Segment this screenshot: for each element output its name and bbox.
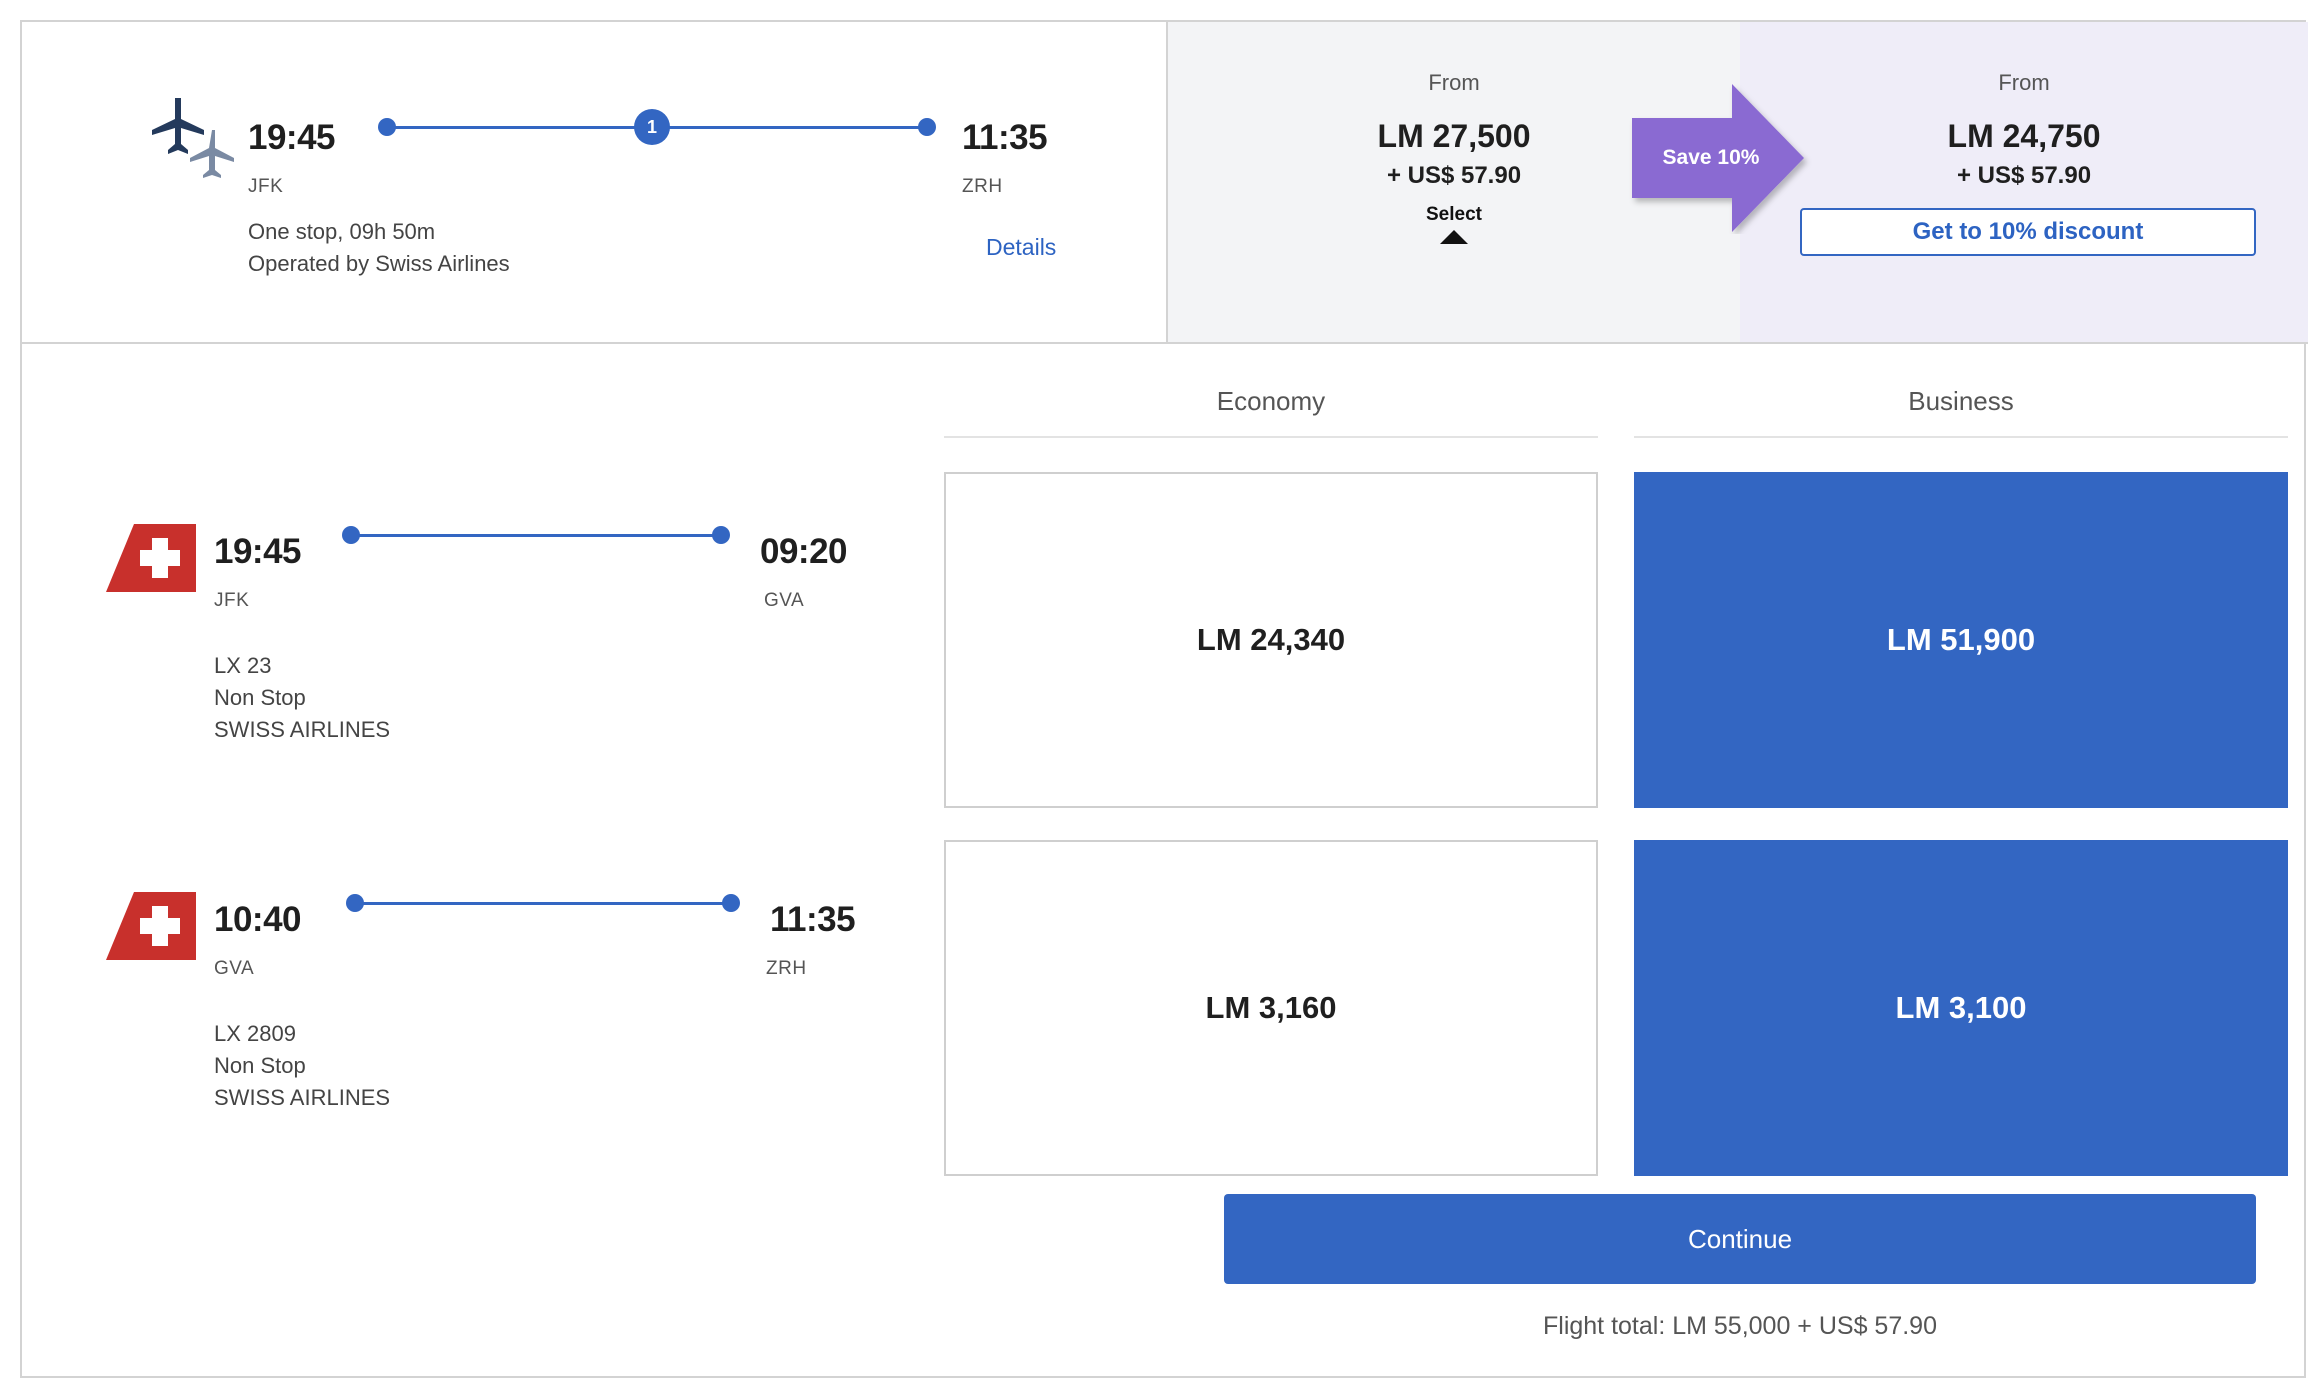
itinerary-summary: 19:45 JFK 1 11:35 ZRH One stop, 09h 50m …	[22, 22, 1168, 342]
cabin-header-business: Business	[1908, 386, 2014, 416]
continue-button[interactable]: Continue	[1224, 1194, 2256, 1284]
segment-depart-code: JFK	[214, 590, 250, 611]
economy-points: LM 27,500	[1377, 118, 1531, 154]
segment-end-dot	[712, 526, 730, 544]
segment-depart-time: 19:45	[214, 532, 302, 571]
cabin-header-economy: Economy	[1216, 386, 1326, 416]
depart-time: 19:45	[248, 118, 336, 157]
segment-depart-code: GVA	[214, 958, 255, 979]
segment-depart-time: 10:40	[214, 900, 302, 939]
segment-end-dot	[722, 894, 740, 912]
segment-route-line	[356, 902, 730, 905]
segment-route-line	[352, 534, 720, 537]
segment-arrive-code: GVA	[764, 590, 805, 611]
economy-fare-segment-2[interactable]: LM 3,160	[944, 840, 1598, 1176]
business-points: LM 24,750	[1947, 118, 2101, 154]
caret-up-icon	[1440, 230, 1468, 244]
stop-count-badge: 1	[634, 109, 670, 145]
segment-arrive-time: 11:35	[770, 900, 856, 939]
segment-stops: Non Stop	[214, 685, 306, 710]
arrive-airport-code: ZRH	[962, 176, 1003, 197]
flight-result-card: 19:45 JFK 1 11:35 ZRH One stop, 09h 50m …	[20, 20, 2308, 1378]
economy-cash: + US$ 57.90	[1386, 162, 1522, 189]
airplane-icon	[152, 98, 234, 178]
swiss-airlines-logo	[106, 892, 196, 960]
arrive-time: 11:35	[962, 118, 1048, 157]
flight-number: LX 2809	[214, 1021, 296, 1046]
select-label[interactable]: Select	[1426, 204, 1482, 225]
depart-airport-code: JFK	[248, 176, 284, 197]
details-link[interactable]: Details	[986, 234, 1057, 260]
flight-total: Flight total: LM 55,000 + US$ 57.90	[1543, 1312, 1937, 1340]
flight-summary-row: 19:45 JFK 1 11:35 ZRH One stop, 09h 50m …	[22, 22, 2308, 344]
from-label: From	[1998, 70, 2050, 95]
business-fare-segment-2[interactable]: LM 3,100	[1634, 840, 2288, 1176]
get-discount-button[interactable]: Get to 10% discount	[1800, 208, 2256, 256]
swiss-airlines-logo	[106, 524, 196, 592]
route-start-dot	[378, 118, 396, 136]
segment-stops: Non Stop	[214, 1053, 306, 1078]
segment-start-dot	[342, 526, 360, 544]
economy-from-price[interactable]: From LM 27,500 + US$ 57.90 Select	[1168, 22, 1740, 342]
flight-number: LX 23	[214, 653, 272, 678]
stops-duration: One stop, 09h 50m	[248, 219, 436, 244]
divider	[1634, 436, 2288, 438]
route-end-dot	[918, 118, 936, 136]
business-from-price: From LM 24,750 + US$ 57.90 Get to 10% di…	[1740, 22, 2308, 342]
divider	[944, 436, 1598, 438]
segment-arrive-time: 09:20	[760, 532, 848, 571]
segment-arrive-code: ZRH	[766, 958, 807, 979]
economy-fare-segment-1[interactable]: LM 24,340	[944, 472, 1598, 808]
save-arrow-icon	[1632, 84, 1804, 232]
segment-start-dot	[346, 894, 364, 912]
business-cash: + US$ 57.90	[1956, 162, 2092, 189]
save-percent-label: Save 10%	[1662, 146, 1760, 169]
from-label: From	[1428, 70, 1480, 95]
business-fare-segment-1[interactable]: LM 51,900	[1634, 472, 2288, 808]
segment-airline: SWISS AIRLINES	[214, 1085, 391, 1110]
operator-text: Operated by Swiss Airlines	[248, 251, 510, 276]
segment-airline: SWISS AIRLINES	[214, 717, 391, 742]
